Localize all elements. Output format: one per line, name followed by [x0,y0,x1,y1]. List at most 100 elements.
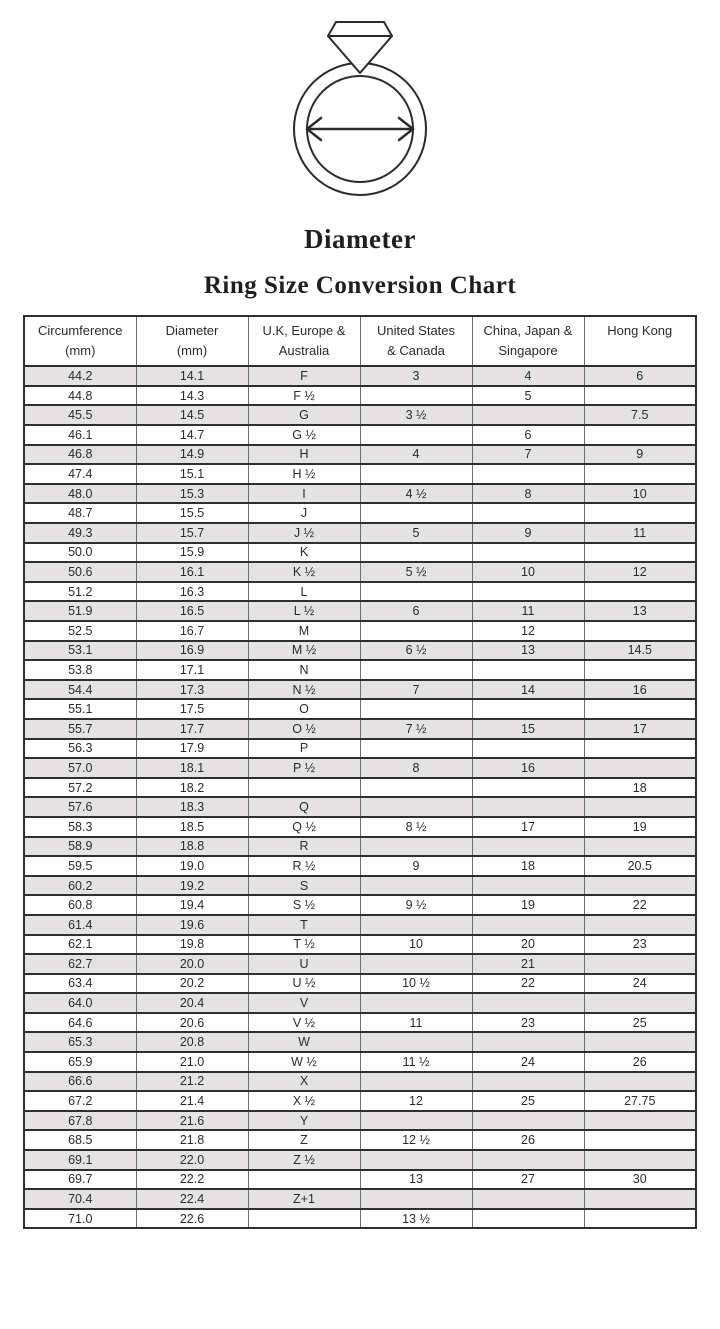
table-body: 44.2 14.1 F 3 4 6 44.8 14.3 F ½ 5 45.5 14.5 G 3 ½ 7.5 4… [23,365,697,1230]
table-cell [583,953,697,975]
table-cell: 53.1 [23,639,137,662]
table-cell: K [247,541,361,564]
table-cell: R ½ [247,855,361,877]
table-row: 69.1 22.0 Z ½ [23,1149,697,1171]
table-cell: 14.5 [135,404,249,427]
table-cell: H [247,443,361,466]
table-cell: 7 [471,443,585,466]
table-cell: 19.8 [135,933,249,956]
table-cell: 14.1 [135,365,249,387]
table-cell [471,913,585,936]
table-cell: 26 [583,1051,697,1073]
table-cell [359,1188,473,1210]
table-cell [359,580,473,603]
table-cell: 26 [471,1129,585,1152]
table-cell: 54.4 [23,678,137,701]
table-cell: 19 [471,894,585,916]
table-cell: 45.5 [23,404,137,427]
table-cell: 22.2 [135,1168,249,1191]
table-cell: P [247,737,361,760]
table-cell [583,502,697,525]
table-cell: 61.4 [23,913,137,936]
table-cell: 7.5 [583,404,697,427]
table-cell: 60.2 [23,874,137,897]
table-cell: L [247,580,361,603]
table-cell [583,698,697,720]
table-cell: R [247,835,361,858]
ring-illustration [293,21,427,196]
table-cell: 51.2 [23,580,137,603]
column-header-line2: Australia [278,343,330,359]
table-row: 58.9 18.8 R [23,835,697,858]
table-cell [583,992,697,1014]
table-cell [471,659,585,681]
table-cell [359,384,473,407]
table-cell [471,776,585,799]
table-cell: 58.9 [23,835,137,858]
table-cell [359,698,473,720]
table-cell: 15.1 [135,463,249,485]
table-cell [359,541,473,564]
table-cell: 24 [583,972,697,995]
table-cell: X [247,1070,361,1093]
table-cell: 16.5 [135,600,249,622]
table-cell: 20.0 [135,953,249,975]
table-row: 66.6 21.2 X [23,1070,697,1093]
table-cell [359,796,473,818]
table-cell: 18.8 [135,835,249,858]
table-row: 62.1 19.8 T ½ 10 20 23 [23,933,697,956]
table-cell [359,1109,473,1132]
table-cell: 67.2 [23,1090,137,1112]
table-cell: 25 [583,1011,697,1034]
table-cell [471,1207,585,1230]
table-cell: O [247,698,361,720]
column-header: China, Japan & Singapore [471,314,585,368]
table-cell: 14.7 [135,424,249,446]
table-cell [471,1149,585,1171]
table-cell: 18.1 [135,757,249,779]
table-cell: 48.7 [23,502,137,525]
table-cell: 12 [359,1090,473,1112]
table-cell: X ½ [247,1090,361,1112]
table-cell: 10 [471,561,585,583]
table-cell [471,580,585,603]
table-cell: 52.5 [23,620,137,642]
table-row: 69.7 22.2 13 27 30 [23,1168,697,1191]
table-cell: 18 [471,855,585,877]
table-cell: 63.4 [23,972,137,995]
table-cell: M [247,620,361,642]
table-row: 64.0 20.4 V [23,992,697,1014]
table-cell: T [247,913,361,936]
table-cell [359,620,473,642]
column-header: U.K, Europe & Australia [247,314,361,368]
table-row: 64.6 20.6 V ½ 11 23 25 [23,1011,697,1034]
table-cell: 68.5 [23,1129,137,1152]
table-cell [583,1207,697,1230]
table-cell [471,404,585,427]
table-cell: 57.2 [23,776,137,799]
table-cell: Q ½ [247,815,361,838]
table-cell: N ½ [247,678,361,701]
table-cell: 15.3 [135,482,249,505]
table-cell [471,463,585,485]
table-cell: 22.6 [135,1207,249,1230]
table-cell: 8 [359,757,473,779]
table-cell [583,384,697,407]
table-row: 49.3 15.7 J ½ 5 9 11 [23,522,697,544]
table-cell: 17 [471,815,585,838]
column-header-line2: & Canada [387,343,445,359]
table-cell: 18.5 [135,815,249,838]
table-cell: Z+1 [247,1188,361,1210]
table-row: 65.9 21.0 W ½ 11 ½ 24 26 [23,1051,697,1073]
table-cell [471,874,585,897]
table-cell: 55.1 [23,698,137,720]
table-row: 68.5 21.8 Z 12 ½ 26 [23,1129,697,1152]
table-cell: 10 [359,933,473,956]
table-cell [359,463,473,485]
table-cell: 69.7 [23,1168,137,1191]
table-cell [583,424,697,446]
table-cell [359,953,473,975]
